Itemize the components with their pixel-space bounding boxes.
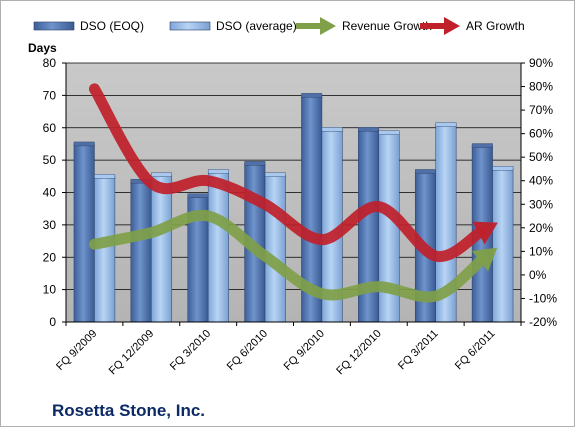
left-axis-ticks: 0 10 20 30 40 50 60 70 80	[43, 56, 66, 329]
bar	[207, 171, 229, 323]
y-tick-label: 30	[43, 218, 57, 232]
y-tick-label: 20	[43, 250, 57, 264]
legend-label: DSO (EOQ)	[80, 19, 144, 33]
y2-tick-label: 10%	[529, 244, 553, 258]
y2-tick-label: 90%	[529, 56, 553, 70]
bar-cap	[378, 130, 400, 135]
bar	[73, 143, 95, 323]
y2-tick-label: -10%	[529, 291, 557, 305]
legend-swatch	[33, 21, 75, 31]
bar-cap	[492, 166, 514, 171]
right-axis-ticks: -20% -10% 0% 10% 20% 30% 40% 50% 60% 70% 80% 90%	[521, 56, 557, 329]
legend-swatch-arrow	[320, 17, 336, 35]
y2-tick-label: -20%	[529, 315, 557, 329]
legend-label: DSO (average)	[216, 19, 297, 33]
bar-cap	[151, 172, 172, 177]
bar-cap	[435, 122, 457, 127]
series-arrowhead	[472, 221, 498, 245]
y-tick-label: 50	[43, 153, 57, 167]
y-tick-label: 10	[43, 283, 57, 297]
bar	[130, 180, 152, 323]
y2-tick-label: 30%	[529, 197, 553, 211]
bar-cap	[358, 127, 380, 132]
y2-tick-label: 20%	[529, 221, 553, 235]
chart-title: Rosetta Stone, Inc.	[52, 401, 205, 420]
y2-tick-label: 50%	[529, 150, 553, 164]
y-tick-label: 0	[49, 315, 56, 329]
bar	[264, 174, 286, 323]
series-arrowhead	[471, 247, 498, 272]
y2-tick-label: 80%	[529, 80, 553, 94]
y2-tick-label: 70%	[529, 103, 553, 117]
bar-cap	[73, 141, 95, 147]
bar-cap	[264, 172, 286, 177]
y-tick-label: 60	[43, 121, 57, 135]
legend-swatch-arrow	[444, 17, 460, 35]
bar-cap	[415, 169, 436, 174]
y-tick-label: 40	[43, 186, 57, 200]
legend: DSO (EOQ) DSO (average) Revenue Growth AR G…	[33, 17, 525, 35]
y2-tick-label: 60%	[529, 127, 553, 141]
bar-cap	[244, 161, 266, 166]
growth-lines	[88, 83, 498, 303]
y-tick-label: 70	[43, 88, 57, 102]
y-tick-label: 80	[43, 56, 57, 70]
bar-cap	[207, 169, 229, 174]
bar	[151, 174, 173, 323]
y2-tick-label: 0%	[529, 268, 547, 282]
legend-label: AR Growth	[466, 19, 525, 33]
y-axis-label: Days	[28, 41, 57, 55]
series-line	[88, 83, 486, 262]
y2-tick-label: 40%	[529, 174, 553, 188]
series-line	[88, 209, 488, 303]
bar-cap	[321, 127, 343, 132]
legend-label: Revenue Growth	[342, 19, 432, 33]
bar-cap	[301, 93, 323, 98]
bar-cap	[471, 143, 493, 148]
legend-swatch	[169, 21, 211, 31]
bar-cap	[94, 174, 116, 179]
bar	[492, 167, 514, 323]
bar-cap	[187, 193, 209, 198]
